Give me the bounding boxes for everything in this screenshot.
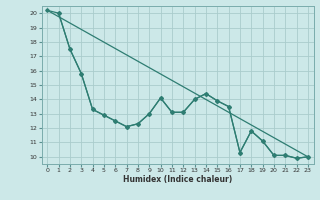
X-axis label: Humidex (Indice chaleur): Humidex (Indice chaleur) [123, 175, 232, 184]
